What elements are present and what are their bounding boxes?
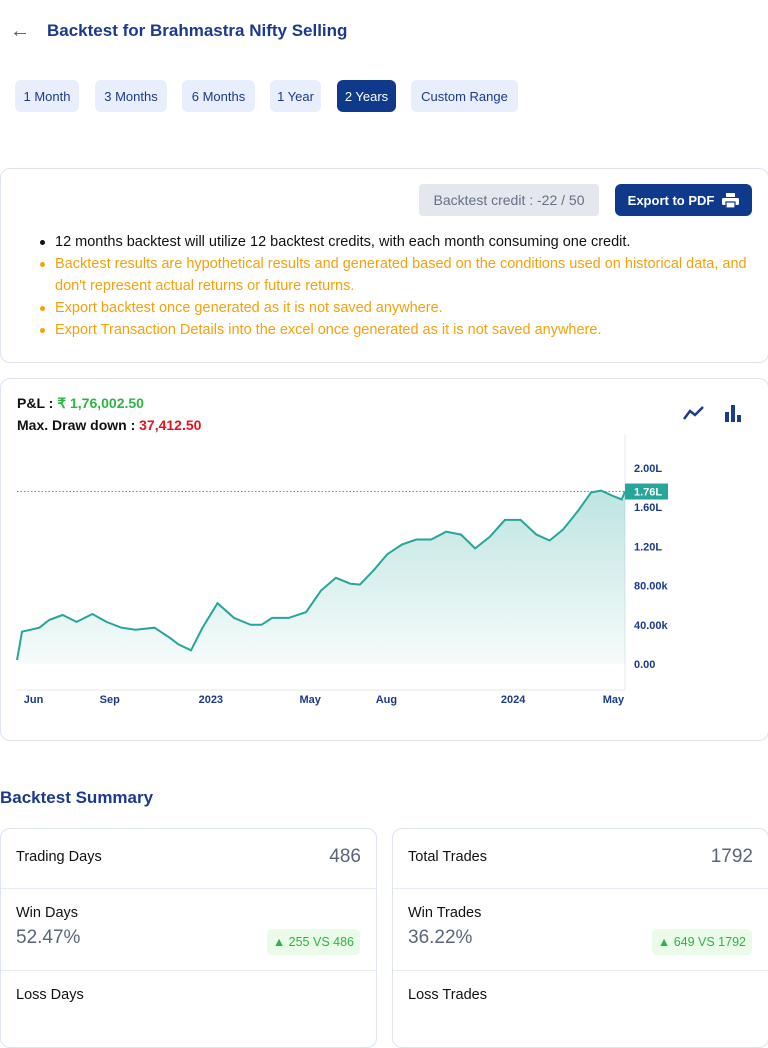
win-trades-label: Win Trades xyxy=(408,905,481,921)
y-tick-label: 1.60L xyxy=(634,502,662,514)
x-tick-label: 2024 xyxy=(501,694,526,706)
summary-title: Backtest Summary xyxy=(0,788,153,808)
backtest-notes: 12 months backtest will utilize 12 backt… xyxy=(37,231,752,341)
line-chart-icon[interactable] xyxy=(683,405,705,421)
note-hypothetical: Backtest results are hypothetical result… xyxy=(37,253,752,297)
note-export-backtest: Export backtest once generated as it is … xyxy=(37,297,752,319)
total-trades-value: 1792 xyxy=(711,846,753,868)
pnl-chart: 0.00 40.00k 80.00k 1.20L 1.60L 2.00L 1.76L Jun S… xyxy=(0,430,700,720)
x-tick-label: 2023 xyxy=(199,694,223,706)
x-tick-label: May xyxy=(603,694,625,706)
y-tick-label: 2.00L xyxy=(634,463,662,475)
y-tick-label: 80.00k xyxy=(634,581,669,593)
y-tick-label: 40.00k xyxy=(634,620,669,632)
win-days-pct: 52.47% xyxy=(16,927,80,949)
total-trades-label: Total Trades xyxy=(408,849,487,865)
last-value-label: 1.76L xyxy=(634,487,662,499)
win-trades-pct: 36.22% xyxy=(408,927,472,949)
x-tick-label: May xyxy=(300,694,322,706)
pnl-row: P&L : ₹ 1,76,002.50 xyxy=(17,395,144,412)
y-tick-label: 1.20L xyxy=(634,541,662,553)
period-1-year[interactable]: 1 Year xyxy=(270,80,321,112)
trading-days-label: Trading Days xyxy=(16,849,102,865)
period-1-month[interactable]: 1 Month xyxy=(15,80,79,112)
period-2-years[interactable]: 2 Years xyxy=(337,80,396,112)
win-days-badge: ▲ 255 VS 486 xyxy=(267,929,360,955)
win-days-label: Win Days xyxy=(16,905,78,921)
trading-days-row: Trading Days 486 xyxy=(1,829,376,889)
note-credits: 12 months backtest will utilize 12 backt… xyxy=(37,231,752,253)
win-days-row: Win Days 52.47% ▲ 255 VS 486 xyxy=(1,889,376,971)
period-6-months[interactable]: 6 Months xyxy=(182,80,255,112)
period-3-months[interactable]: 3 Months xyxy=(95,80,167,112)
export-pdf-button[interactable]: Export to PDF xyxy=(615,184,752,216)
note-export-transactions: Export Transaction Details into the exce… xyxy=(37,319,752,341)
loss-days-label: Loss Days xyxy=(16,987,84,1003)
trades-summary-card: Total Trades 1792 Win Trades 36.22% ▲ 64… xyxy=(392,828,768,1048)
y-tick-label: 0.00 xyxy=(634,659,655,671)
x-tick-label: Aug xyxy=(376,694,397,706)
page-title: Backtest for Brahmastra Nifty Selling xyxy=(47,21,347,41)
arrow-left-icon: ← xyxy=(10,20,30,42)
backtest-credit-badge: Backtest credit : -22 / 50 xyxy=(419,184,599,216)
days-summary-card: Trading Days 486 Win Days 52.47% ▲ 255 V… xyxy=(0,828,377,1048)
bar-chart-icon[interactable] xyxy=(724,404,742,422)
printer-icon xyxy=(722,193,739,208)
loss-trades-label: Loss Trades xyxy=(408,987,487,1003)
back-button[interactable]: ← xyxy=(10,20,30,42)
pnl-area xyxy=(17,491,625,665)
pnl-value: ₹ 1,76,002.50 xyxy=(57,395,144,411)
win-trades-badge: ▲ 649 VS 1792 xyxy=(652,929,752,955)
trading-days-value: 486 xyxy=(329,846,361,868)
win-trades-row: Win Trades 36.22% ▲ 649 VS 1792 xyxy=(393,889,768,971)
total-trades-row: Total Trades 1792 xyxy=(393,829,768,889)
period-custom-range[interactable]: Custom Range xyxy=(411,80,518,112)
x-tick-label: Sep xyxy=(100,694,120,706)
export-label: Export to PDF xyxy=(628,193,715,208)
pnl-label: P&L : xyxy=(17,395,53,411)
x-tick-label: Jun xyxy=(24,694,44,706)
